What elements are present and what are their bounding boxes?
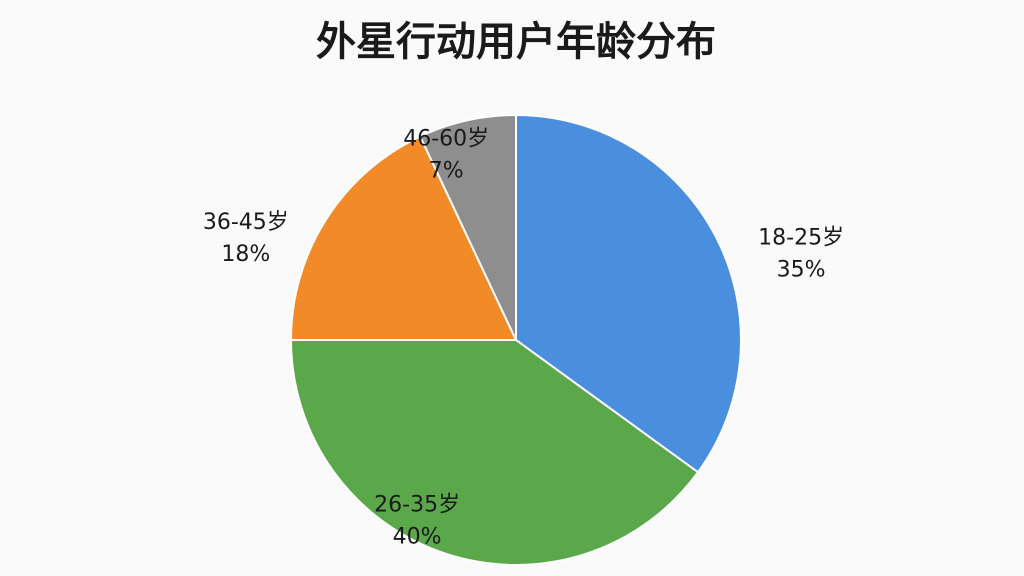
slice-category-label: 46-60岁 xyxy=(403,127,489,152)
slice-category-label: 18-25岁 xyxy=(758,226,844,251)
slice-category-label: 36-45岁 xyxy=(203,210,289,235)
slice-value-label: 35% xyxy=(777,258,826,283)
slice-value-label: 7% xyxy=(429,159,464,184)
pie-slice xyxy=(418,113,517,341)
slice-category-label: 26-35岁 xyxy=(374,493,460,518)
slice-value-label: 18% xyxy=(221,242,270,267)
pie-slice xyxy=(289,135,518,341)
chart-title: 外星行动用户年龄分布 xyxy=(316,19,716,65)
pie-slice xyxy=(515,113,742,474)
pie-slice xyxy=(289,339,700,566)
slice-value-label: 40% xyxy=(393,525,442,550)
